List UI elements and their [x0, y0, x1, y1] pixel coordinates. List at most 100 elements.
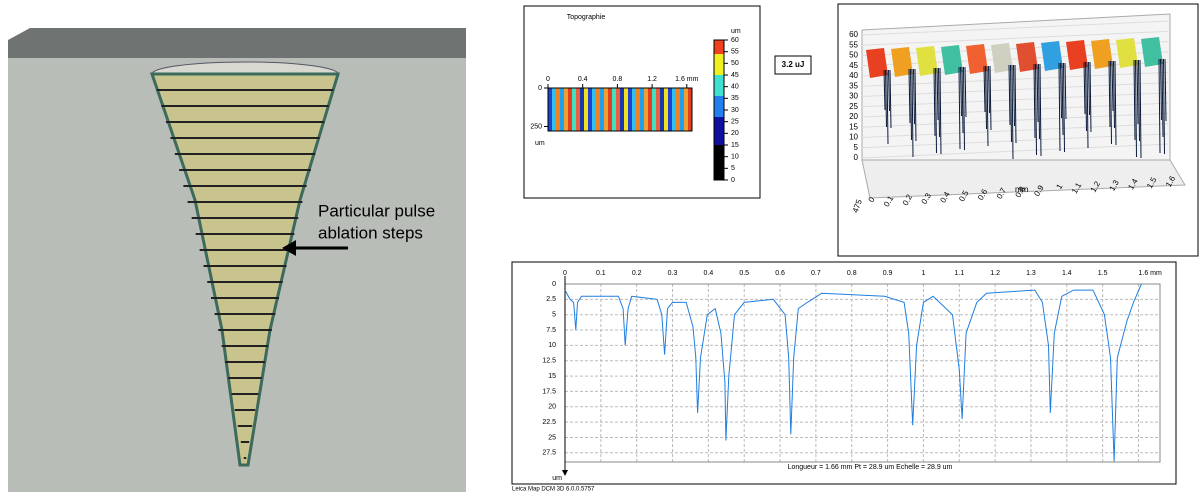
x-tick-label: 1.4: [1062, 270, 1072, 277]
heat-stripe: [636, 88, 641, 131]
heat-stripe: [620, 88, 625, 131]
colorbar-segment: [714, 40, 724, 54]
x-tick-label: 0.9: [883, 270, 893, 277]
surface-spike: [888, 69, 890, 112]
surface-spike: [1113, 60, 1115, 129]
surface-patch: [866, 48, 888, 78]
surface-spike: [963, 66, 965, 151]
surface-spike: [911, 68, 914, 158]
surface-patch: [1066, 40, 1088, 70]
y-tick-label: 15: [548, 373, 556, 380]
z-tick-label: 60: [849, 30, 858, 39]
x-tick-label: 0.1: [596, 270, 606, 277]
cone: [149, 72, 341, 467]
heat-stripe: [564, 88, 569, 131]
grid-line: [861, 92, 1171, 108]
heat-stripe: [560, 88, 565, 131]
colorbar-tick-label: 10: [731, 154, 739, 161]
surface-spike: [1088, 61, 1090, 116]
y-tick-label: 25: [548, 434, 556, 441]
heat-stripe: [672, 88, 677, 131]
surface-spike: [885, 69, 887, 128]
surface-spike: [1083, 61, 1086, 115]
heat-stripe: [608, 88, 613, 131]
surface-patch: [966, 44, 988, 74]
surface-spike: [886, 69, 889, 145]
colorbar-tick-label: 25: [731, 119, 739, 126]
surface-spike: [986, 65, 989, 147]
software: Leica Map DCM 3D 6.0.0.5757: [512, 487, 595, 493]
heat-stripe: [604, 88, 609, 131]
surface-patch: [1141, 37, 1163, 67]
y-tick-label: 20: [548, 404, 556, 411]
x-tick-label: 0.6: [775, 270, 785, 277]
heat-stripe: [688, 88, 693, 131]
surface-spike: [1011, 64, 1014, 160]
colorbar-tick-label: 30: [731, 107, 739, 114]
x-tick-label: 0: [867, 195, 877, 204]
surface-spike: [960, 66, 962, 117]
heat-stripe: [628, 88, 633, 131]
annotation: Particular pulse: [318, 201, 435, 220]
x-tick-label: 1.6 mm: [1138, 270, 1162, 277]
surface-spike: [910, 68, 912, 141]
surface-spike: [913, 68, 915, 125]
surface-spike: [961, 66, 964, 134]
surface-spike: [1160, 58, 1162, 121]
surface-spike: [1058, 62, 1061, 152]
surface-spike: [1014, 64, 1017, 144]
z-tick-label: 55: [849, 40, 858, 49]
y-tick-label: 0: [538, 85, 542, 92]
surface-spike: [889, 69, 892, 129]
annotation: ablation steps: [318, 223, 423, 242]
x-tick-label: 0.8: [613, 76, 623, 83]
colorbar-tick-label: 40: [731, 84, 739, 91]
surface-spike: [988, 65, 990, 114]
x-tick-label: 1.6 mm: [675, 76, 699, 83]
heat-stripe: [556, 88, 561, 131]
heat-stripe: [552, 88, 557, 131]
y-tick-label: 12.5: [542, 358, 556, 365]
heat-stripe: [640, 88, 645, 131]
surface-spike: [1135, 59, 1137, 158]
surface-patch: [991, 43, 1013, 73]
surface-spike: [936, 67, 939, 121]
surface-spike: [1085, 61, 1087, 132]
surface-spike: [964, 66, 967, 118]
surface-spike: [914, 68, 917, 142]
heat-stripe: [572, 88, 577, 131]
z-tick-label: 50: [849, 51, 858, 60]
x-tick-label: 1.2: [990, 270, 1000, 277]
x-tick-label: 0.7: [811, 270, 821, 277]
surface-spike: [1086, 61, 1089, 149]
surface-spike: [1139, 59, 1142, 159]
colorbar-tick-label: 60: [731, 37, 739, 44]
heat-stripe: [664, 88, 669, 131]
surface-spike: [1063, 62, 1065, 153]
surface-spike: [1163, 58, 1165, 155]
heat-stripe: [624, 88, 629, 131]
heat-stripe: [576, 88, 581, 131]
y-axis-label: um: [535, 140, 545, 147]
surface-spike: [1038, 63, 1040, 140]
arrow-head: [282, 240, 296, 256]
x-tick-label: 1.2: [647, 76, 657, 83]
surface-spike: [1136, 59, 1139, 125]
energy-label: 3.2 uJ: [782, 60, 805, 69]
heat-stripe: [568, 88, 573, 131]
x-tick-label: 1.3: [1026, 270, 1036, 277]
z-tick-label: 40: [849, 71, 858, 80]
topography-title: Topographie: [567, 14, 606, 21]
x-tick-label: 0.5: [739, 270, 749, 277]
colorbar-tick-label: 5: [731, 165, 735, 172]
x-tick-label: 0.3: [668, 270, 678, 277]
z-tick-label: 15: [849, 122, 858, 131]
x-tick-label: 0.2: [632, 270, 642, 277]
grid-line: [861, 82, 1171, 97]
surface-spike: [1013, 64, 1015, 127]
surface-spike: [1089, 61, 1092, 133]
x-axis-label: mm: [1015, 185, 1029, 194]
surface-spike: [983, 65, 986, 113]
